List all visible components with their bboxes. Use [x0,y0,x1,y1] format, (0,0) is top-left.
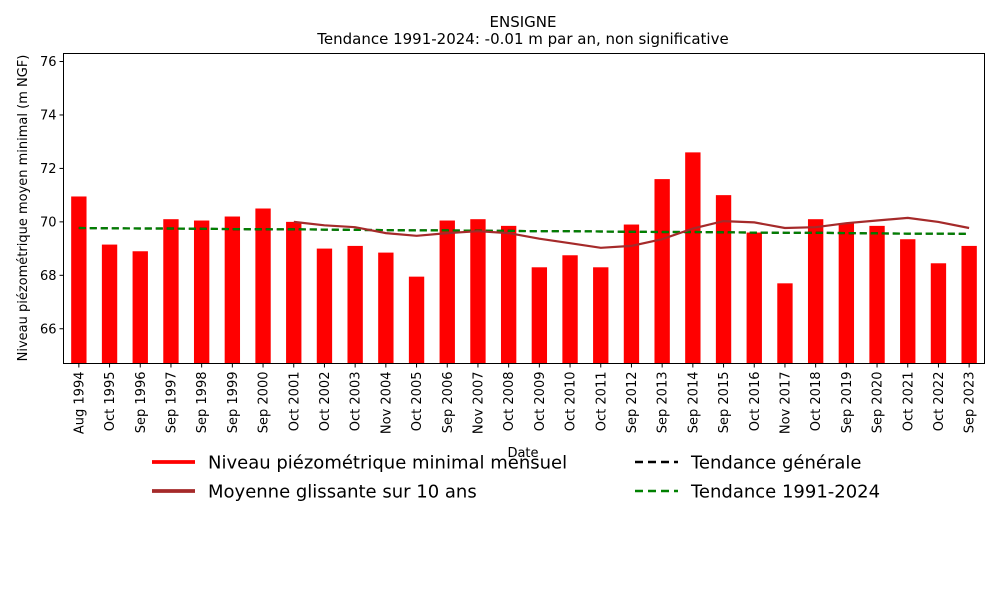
bar [378,252,394,364]
bar [224,216,241,364]
chart-title: ENSIGNE [490,13,557,31]
bar [347,245,363,364]
x-tick-label: Nov 2004 [379,372,394,435]
bar [316,248,333,364]
x-tick-label: Oct 2003 [349,372,364,432]
x-tick-label: Sep 2000 [257,372,272,434]
bar [408,276,425,364]
bar [869,225,885,364]
y-tick-label: 72 [40,162,57,177]
x-tick-label: Sep 1997 [164,372,179,434]
bar [193,220,210,364]
x-tick-label: Sep 2023 [963,372,978,434]
bar [101,244,118,364]
bar [685,152,701,364]
x-tick-label: Sep 1996 [134,372,149,434]
x-tick-label: Oct 2011 [594,372,609,432]
x-axis-label: Date [507,446,538,461]
legend-label: Tendance générale [690,453,861,474]
bar [593,267,609,364]
x-tick-label: Oct 2001 [287,372,302,432]
bar [715,195,732,364]
x-tick-label: Nov 2007 [471,372,486,435]
x-tick-label: Sep 1998 [195,372,210,434]
x-tick-label: Oct 2009 [533,372,548,432]
bar [961,245,977,364]
legend-label: Niveau piézométrique minimal mensuel [208,453,567,474]
x-axis: Aug 1994 Oct 1995 Sep 1996 Sep 1997 Sep 1998… [72,363,978,435]
x-tick-label: Oct 2002 [318,372,333,432]
legend-label: Tendance 1991-2024 [690,482,880,503]
bar [623,224,640,364]
series-line-tendance-1991-2024 [78,226,970,235]
x-tick-label: Oct 2005 [410,372,425,432]
bar [900,239,916,364]
bar [562,255,578,364]
bar [531,267,548,364]
y-tick-label: 68 [40,269,57,284]
y-tick-label: 70 [40,215,57,230]
x-tick-label: Sep 2012 [625,372,640,434]
bar [930,263,947,364]
y-tick-label: 74 [40,108,57,123]
bar [838,223,855,364]
bar [746,232,762,364]
x-tick-label: Sep 2019 [840,372,855,434]
plot-area [71,152,977,364]
x-tick-label: Oct 2010 [564,372,579,432]
x-tick-label: Aug 1994 [72,372,87,435]
plot-frame [63,53,985,364]
bar [71,196,87,364]
bar [286,221,302,364]
bar [439,220,455,364]
x-tick-label: Sep 2020 [871,372,886,434]
bar [470,219,486,364]
x-tick-label: Oct 1995 [103,372,118,432]
bar [777,283,793,364]
y-axis-label: Niveau piézométrique moyen minimal (m NG… [16,55,31,362]
x-tick-label: Nov 2017 [778,372,793,435]
legend-label: Moyenne glissante sur 10 ans [208,482,477,503]
x-tick-label: Oct 2008 [502,372,517,432]
y-axis: 66 68 70 72 74 76 [40,55,64,337]
y-tick-label: 76 [40,55,57,70]
legend: Niveau piézométrique minimal mensuel Moye… [152,453,880,503]
bar [654,179,670,364]
x-tick-label: Oct 2016 [748,372,763,432]
bar [132,251,148,364]
series-line-moyenne-glissante-sur-10-ans [293,216,970,249]
bar [255,208,271,364]
x-tick-label: Oct 2022 [932,372,947,432]
x-tick-label: Sep 2015 [717,372,732,434]
x-tick-label: Sep 2006 [441,372,456,434]
chart-subtitle: Tendance 1991-2024: -0.01 m par an, non … [316,30,728,48]
bar [807,219,824,364]
bar [163,219,179,364]
x-tick-label: Sep 1999 [226,372,241,434]
bar [500,225,517,364]
x-tick-label: Oct 2018 [809,372,824,432]
x-tick-label: Sep 2013 [656,372,671,434]
y-tick-label: 66 [40,322,57,337]
x-tick-label: Sep 2014 [686,372,701,434]
x-tick-label: Oct 2021 [901,372,916,432]
